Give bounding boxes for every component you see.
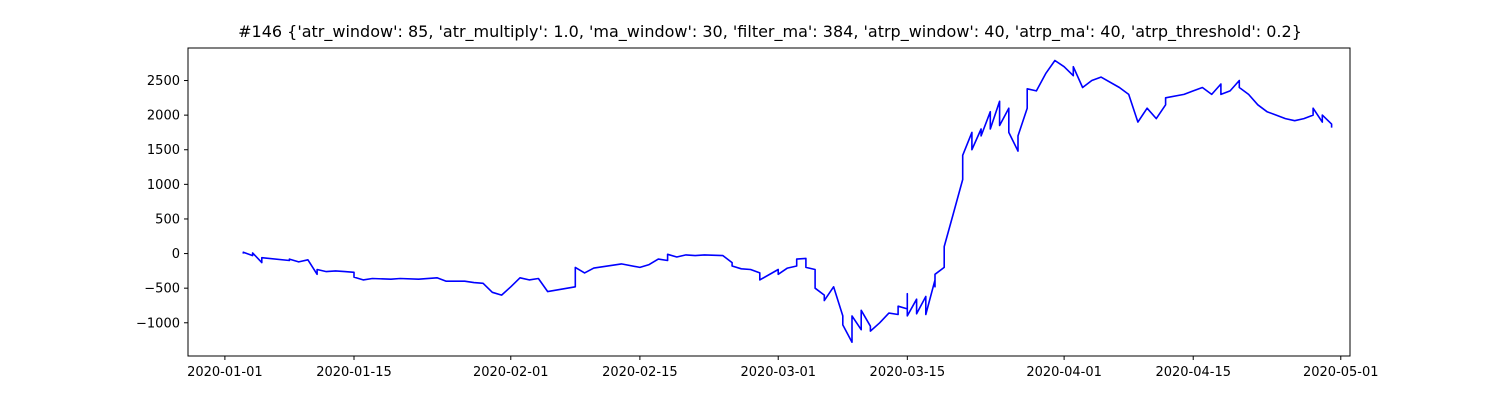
equity-line-series xyxy=(242,59,1333,344)
x-axis: 2020-01-01 2020-01-15 2020-02-01 2020-02-15… xyxy=(187,356,1379,380)
x-tick-label: 2020-05-01 xyxy=(1303,365,1379,380)
x-tick-label: 2020-02-01 xyxy=(473,365,549,380)
y-tick-label: 500 xyxy=(155,212,180,227)
x-tick-label: 2020-03-15 xyxy=(870,365,946,380)
plot-area-frame xyxy=(187,47,1351,357)
x-tick-label: 2020-01-15 xyxy=(316,365,392,380)
x-tick-label: 2020-02-15 xyxy=(602,365,678,380)
x-tick-label: 2020-04-15 xyxy=(1155,365,1231,380)
x-tick-label: 2020-01-01 xyxy=(187,365,263,380)
y-tick-label: 1000 xyxy=(147,178,180,193)
x-tick-label: 2020-03-01 xyxy=(740,365,816,380)
y-tick-label: 1500 xyxy=(147,143,180,158)
y-tick-label: −1000 xyxy=(136,316,180,331)
x-tick-label: 2020-04-01 xyxy=(1026,365,1102,380)
y-tick-label: 2500 xyxy=(147,74,180,89)
series-layer xyxy=(242,59,1333,344)
y-tick-label: 0 xyxy=(172,247,180,262)
y-tick-label: 2000 xyxy=(147,109,180,124)
y-tick-label: −500 xyxy=(144,282,180,297)
chart-title: #146 {'atr_window': 85, 'atr_multiply': … xyxy=(238,22,1302,41)
y-axis: −1000 −500 0 500 1000 1500 2000 2500 xyxy=(136,74,188,331)
